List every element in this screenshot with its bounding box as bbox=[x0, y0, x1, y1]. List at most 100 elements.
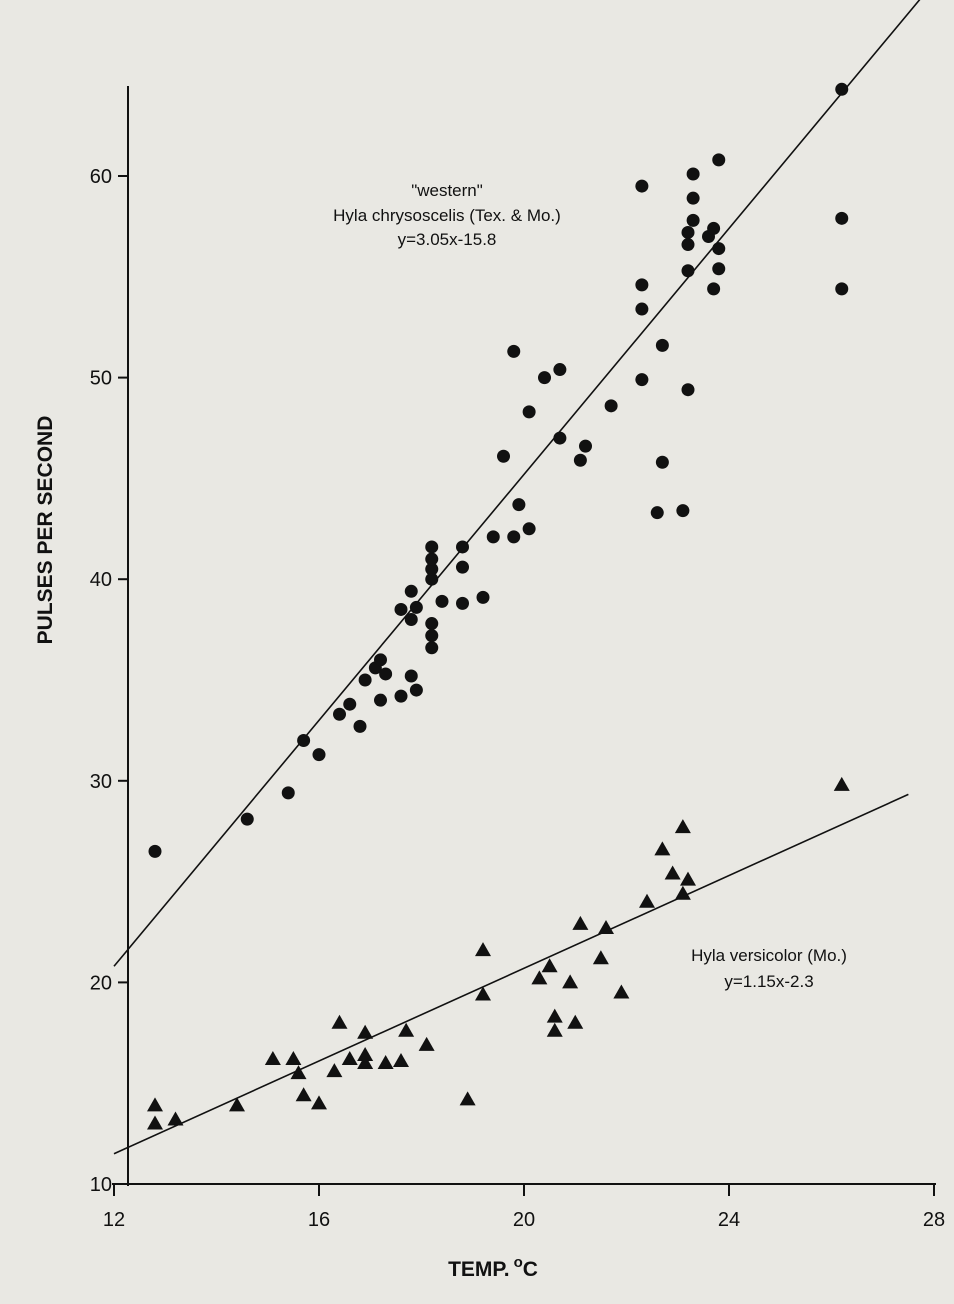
y-tick-label: 30 bbox=[90, 771, 112, 793]
circle-point bbox=[374, 653, 387, 667]
triangle-point bbox=[147, 1115, 163, 1130]
circle-point bbox=[655, 455, 669, 469]
triangle-point bbox=[572, 915, 589, 930]
triangle-point bbox=[398, 1022, 415, 1037]
triangle-point bbox=[674, 819, 691, 834]
circle-point bbox=[435, 594, 449, 608]
triangle-point bbox=[311, 1095, 327, 1110]
annotation-western-line1: "western" bbox=[411, 181, 483, 200]
y-tick-label: 40 bbox=[90, 569, 112, 591]
circle-point bbox=[409, 600, 423, 614]
circle-point bbox=[512, 498, 526, 512]
triangle-point bbox=[357, 1055, 374, 1070]
circle-point bbox=[681, 238, 695, 252]
circle-point bbox=[635, 179, 649, 193]
circle-point bbox=[404, 584, 418, 598]
triangle-point bbox=[562, 974, 579, 989]
triangle-point bbox=[290, 1065, 307, 1080]
circle-point bbox=[553, 431, 567, 445]
triangle-point bbox=[357, 1024, 374, 1039]
x-ticks: 12 16 20 24 28 bbox=[103, 1184, 945, 1231]
circle-point bbox=[712, 262, 726, 276]
triangle-point bbox=[418, 1036, 435, 1051]
circle-point bbox=[281, 786, 295, 800]
circle-point bbox=[712, 153, 726, 167]
triangle-point bbox=[680, 871, 696, 886]
circle-point bbox=[553, 363, 567, 377]
triangle-point bbox=[833, 776, 850, 791]
circle-point bbox=[604, 399, 618, 413]
circle-point bbox=[507, 530, 521, 544]
circle-point bbox=[404, 613, 418, 627]
data-points bbox=[147, 82, 850, 1130]
triangle-point bbox=[341, 1051, 358, 1066]
triangle-point bbox=[326, 1063, 343, 1078]
circle-point bbox=[240, 812, 254, 826]
x-axis-title: TEMP. oC bbox=[448, 1254, 538, 1281]
circle-point bbox=[681, 264, 695, 278]
circle-point bbox=[379, 667, 393, 681]
x-tick-label: 16 bbox=[308, 1209, 330, 1231]
circle-point bbox=[712, 242, 726, 256]
circle-point bbox=[835, 82, 849, 96]
triangle-point bbox=[639, 893, 655, 908]
circle-point bbox=[835, 211, 849, 225]
y-ticks: 10 20 30 40 50 60 bbox=[90, 166, 128, 1196]
x-axis-title-text: TEMP. bbox=[448, 1258, 509, 1281]
triangle-point bbox=[567, 1014, 584, 1029]
annotation-western-line2: Hyla chrysoscelis (Tex. & Mo.) bbox=[333, 206, 561, 225]
regression-lines bbox=[113, 0, 921, 1155]
annotation-versicolor-line2: y=1.15x-2.3 bbox=[724, 972, 813, 991]
circle-point bbox=[497, 449, 510, 463]
triangle-point bbox=[613, 984, 630, 999]
circle-point bbox=[522, 405, 536, 419]
circle-point bbox=[148, 844, 162, 858]
regression-line-versicolor bbox=[113, 793, 909, 1155]
circle-point bbox=[456, 596, 469, 610]
circle-point bbox=[573, 453, 587, 467]
triangle-point bbox=[531, 970, 548, 985]
triangle-point bbox=[654, 841, 671, 856]
triangle-point bbox=[598, 919, 614, 934]
circle-point bbox=[635, 278, 649, 292]
circle-point bbox=[686, 213, 700, 227]
circle-point bbox=[486, 530, 500, 544]
circle-point bbox=[425, 617, 439, 631]
circle-point bbox=[333, 707, 346, 721]
annotation-western: "western" Hyla chrysoscelis (Tex. & Mo.)… bbox=[333, 181, 561, 249]
circle-point bbox=[394, 602, 408, 616]
triangle-point bbox=[167, 1111, 184, 1126]
circle-point bbox=[538, 371, 551, 385]
circle-point bbox=[425, 572, 439, 586]
annotation-western-line3: y=3.05x-15.8 bbox=[398, 230, 497, 249]
circle-point bbox=[650, 506, 664, 520]
circle-point bbox=[456, 540, 469, 554]
triangle-point bbox=[357, 1046, 374, 1061]
circle-point bbox=[707, 282, 721, 296]
circle-point bbox=[635, 302, 649, 316]
circle-point bbox=[681, 383, 695, 397]
triangle-point bbox=[541, 958, 558, 973]
triangle-point bbox=[331, 1014, 348, 1029]
triangle-point bbox=[285, 1051, 302, 1066]
triangle-point bbox=[592, 950, 609, 965]
triangle-point bbox=[393, 1053, 409, 1068]
y-axis-title: PULSES PER SECOND bbox=[34, 416, 57, 645]
x-axis-unit-degree: o bbox=[514, 1254, 523, 1271]
x-tick-label: 12 bbox=[103, 1209, 125, 1231]
x-axis-unit: C bbox=[523, 1258, 538, 1281]
circle-point bbox=[476, 590, 490, 604]
triangle-point bbox=[664, 865, 681, 880]
circle-point bbox=[707, 221, 721, 235]
triangle-point bbox=[264, 1051, 281, 1066]
circle-point bbox=[507, 344, 521, 358]
circle-point bbox=[425, 629, 439, 643]
triangle-point bbox=[147, 1097, 163, 1112]
circle-point bbox=[425, 540, 439, 554]
y-tick-label: 60 bbox=[90, 166, 112, 188]
circle-point bbox=[425, 552, 439, 566]
circle-point bbox=[409, 683, 423, 697]
triangle-point bbox=[475, 942, 491, 957]
circle-point bbox=[676, 504, 690, 518]
